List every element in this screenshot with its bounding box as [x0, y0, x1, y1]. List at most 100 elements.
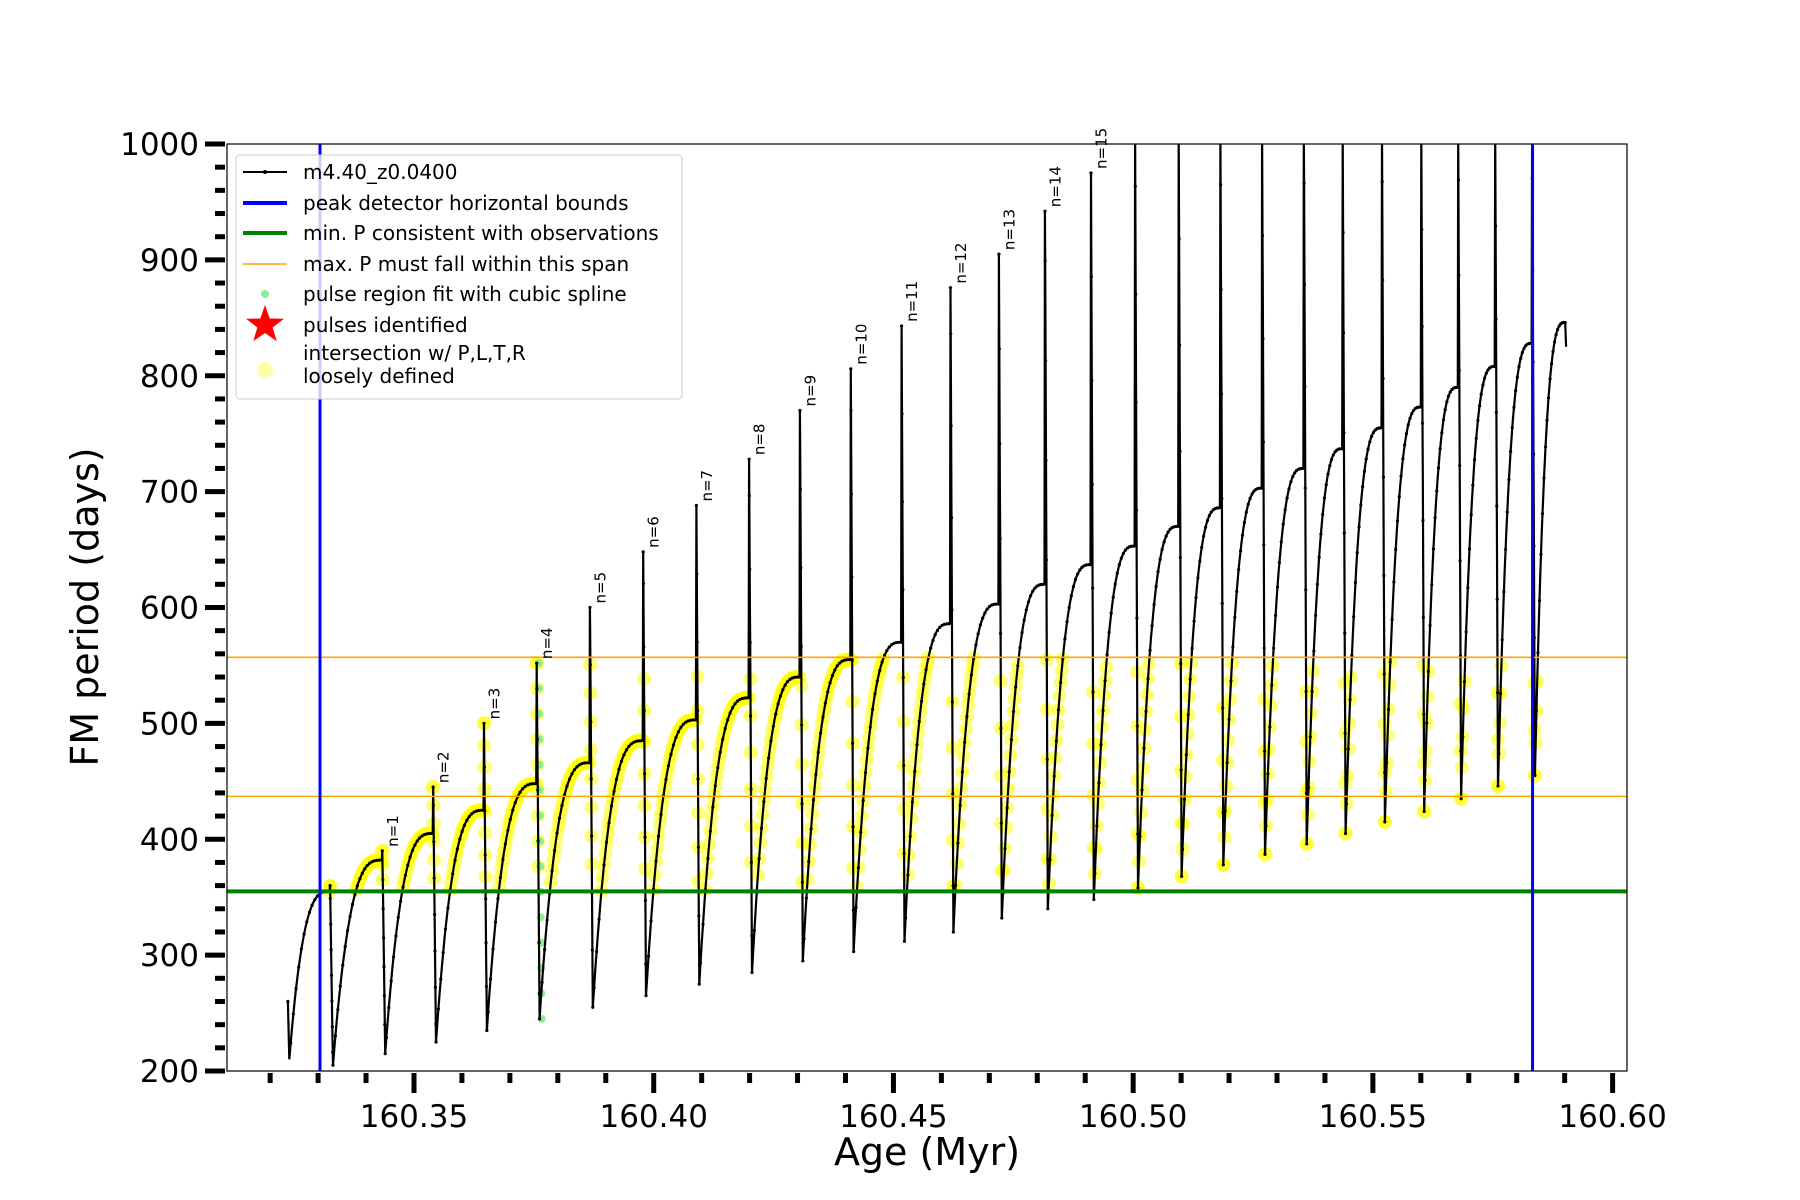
- series-point: [1107, 630, 1111, 634]
- series-point: [1043, 259, 1047, 263]
- series-point: [708, 829, 712, 833]
- series-point: [484, 941, 488, 945]
- series-point: [455, 847, 460, 851]
- series-point: [1494, 410, 1498, 415]
- series-point: [453, 858, 457, 862]
- series-point: [1146, 677, 1150, 681]
- series-point: [800, 802, 804, 806]
- series-point: [486, 1010, 490, 1014]
- series-point: [1121, 551, 1125, 556]
- series-point: [331, 1050, 335, 1054]
- series-point: [696, 777, 700, 781]
- series-point: [629, 742, 634, 746]
- series-point: [286, 999, 290, 1004]
- series-point: [1026, 600, 1031, 604]
- series-point: [1503, 547, 1508, 551]
- series-point: [1446, 394, 1451, 398]
- series-point: [585, 761, 589, 765]
- series-point: [1205, 518, 1210, 523]
- series-point: [1220, 496, 1224, 501]
- series-point: [1422, 809, 1426, 814]
- series-point: [809, 827, 813, 831]
- series-point: [735, 699, 740, 703]
- series-point: [470, 812, 474, 816]
- series-point: [1200, 545, 1204, 549]
- series-point: [1003, 846, 1007, 851]
- series-point: [1472, 458, 1477, 462]
- series-point: [381, 936, 386, 940]
- series-point: [542, 947, 547, 952]
- series-point: [851, 741, 855, 746]
- series-point: [488, 977, 493, 981]
- series-point: [315, 894, 320, 898]
- series-point: [695, 640, 699, 644]
- pulse-label: n=11: [903, 281, 921, 322]
- series-point: [814, 772, 818, 777]
- series-point: [614, 777, 619, 781]
- series-point: [793, 675, 797, 679]
- pulse-label: n=2: [435, 751, 453, 783]
- series-point: [819, 731, 823, 735]
- series-point: [1131, 544, 1136, 548]
- series-point: [873, 692, 877, 696]
- series-point: [1059, 681, 1063, 685]
- series-point: [781, 688, 785, 692]
- series-point: [695, 572, 699, 576]
- series-point: [511, 808, 515, 812]
- series-point: [1392, 580, 1396, 584]
- series-point: [1370, 434, 1374, 438]
- series-point: [833, 668, 837, 672]
- series-point: [560, 803, 564, 807]
- series-point: [1289, 480, 1293, 484]
- series-point: [382, 994, 386, 998]
- series-point: [1092, 897, 1096, 902]
- series-point: [545, 918, 549, 922]
- series-point: [1134, 508, 1139, 512]
- series-point: [607, 821, 611, 825]
- legend-label: max. P must fall within this span: [303, 252, 629, 276]
- series-point: [969, 673, 973, 677]
- series-point: [767, 756, 771, 760]
- series-point: [897, 640, 901, 644]
- series-point: [540, 980, 544, 984]
- series-point: [483, 853, 487, 857]
- series-point: [467, 814, 471, 819]
- series-point: [863, 771, 868, 775]
- series-point: [590, 948, 595, 952]
- series-point: [1007, 770, 1011, 774]
- series-point: [1261, 131, 1264, 134]
- series-point: [1043, 359, 1048, 363]
- series-point: [835, 664, 839, 668]
- series-point: [1176, 524, 1180, 528]
- series-point: [1382, 574, 1386, 578]
- series-point: [875, 679, 879, 683]
- series-point: [902, 851, 906, 855]
- series-point: [1261, 337, 1265, 341]
- series-point: [816, 750, 820, 754]
- series-point: [1273, 613, 1278, 618]
- series-point: [915, 743, 919, 747]
- series-point: [850, 575, 854, 579]
- series-point: [749, 787, 753, 791]
- series-point: [935, 628, 940, 632]
- legend-label: min. P consistent with observations: [303, 221, 659, 245]
- series-point: [330, 999, 334, 1003]
- series-point: [1390, 617, 1394, 622]
- series-point: [1500, 638, 1504, 642]
- series-point: [664, 777, 668, 782]
- series-point: [1462, 679, 1467, 684]
- series-point: [634, 739, 639, 743]
- series-point: [587, 761, 592, 765]
- series-point: [1522, 346, 1526, 350]
- series-point: [570, 772, 574, 776]
- series-point: [1371, 430, 1376, 435]
- series-point: [1510, 425, 1514, 430]
- series-point: [1466, 586, 1470, 590]
- series-point: [1458, 559, 1462, 563]
- series-point: [1353, 580, 1358, 585]
- series-point: [951, 792, 955, 796]
- series-point: [506, 828, 510, 833]
- series-point: [1262, 646, 1266, 650]
- series-point: [1262, 543, 1266, 547]
- series-point: [1180, 847, 1185, 851]
